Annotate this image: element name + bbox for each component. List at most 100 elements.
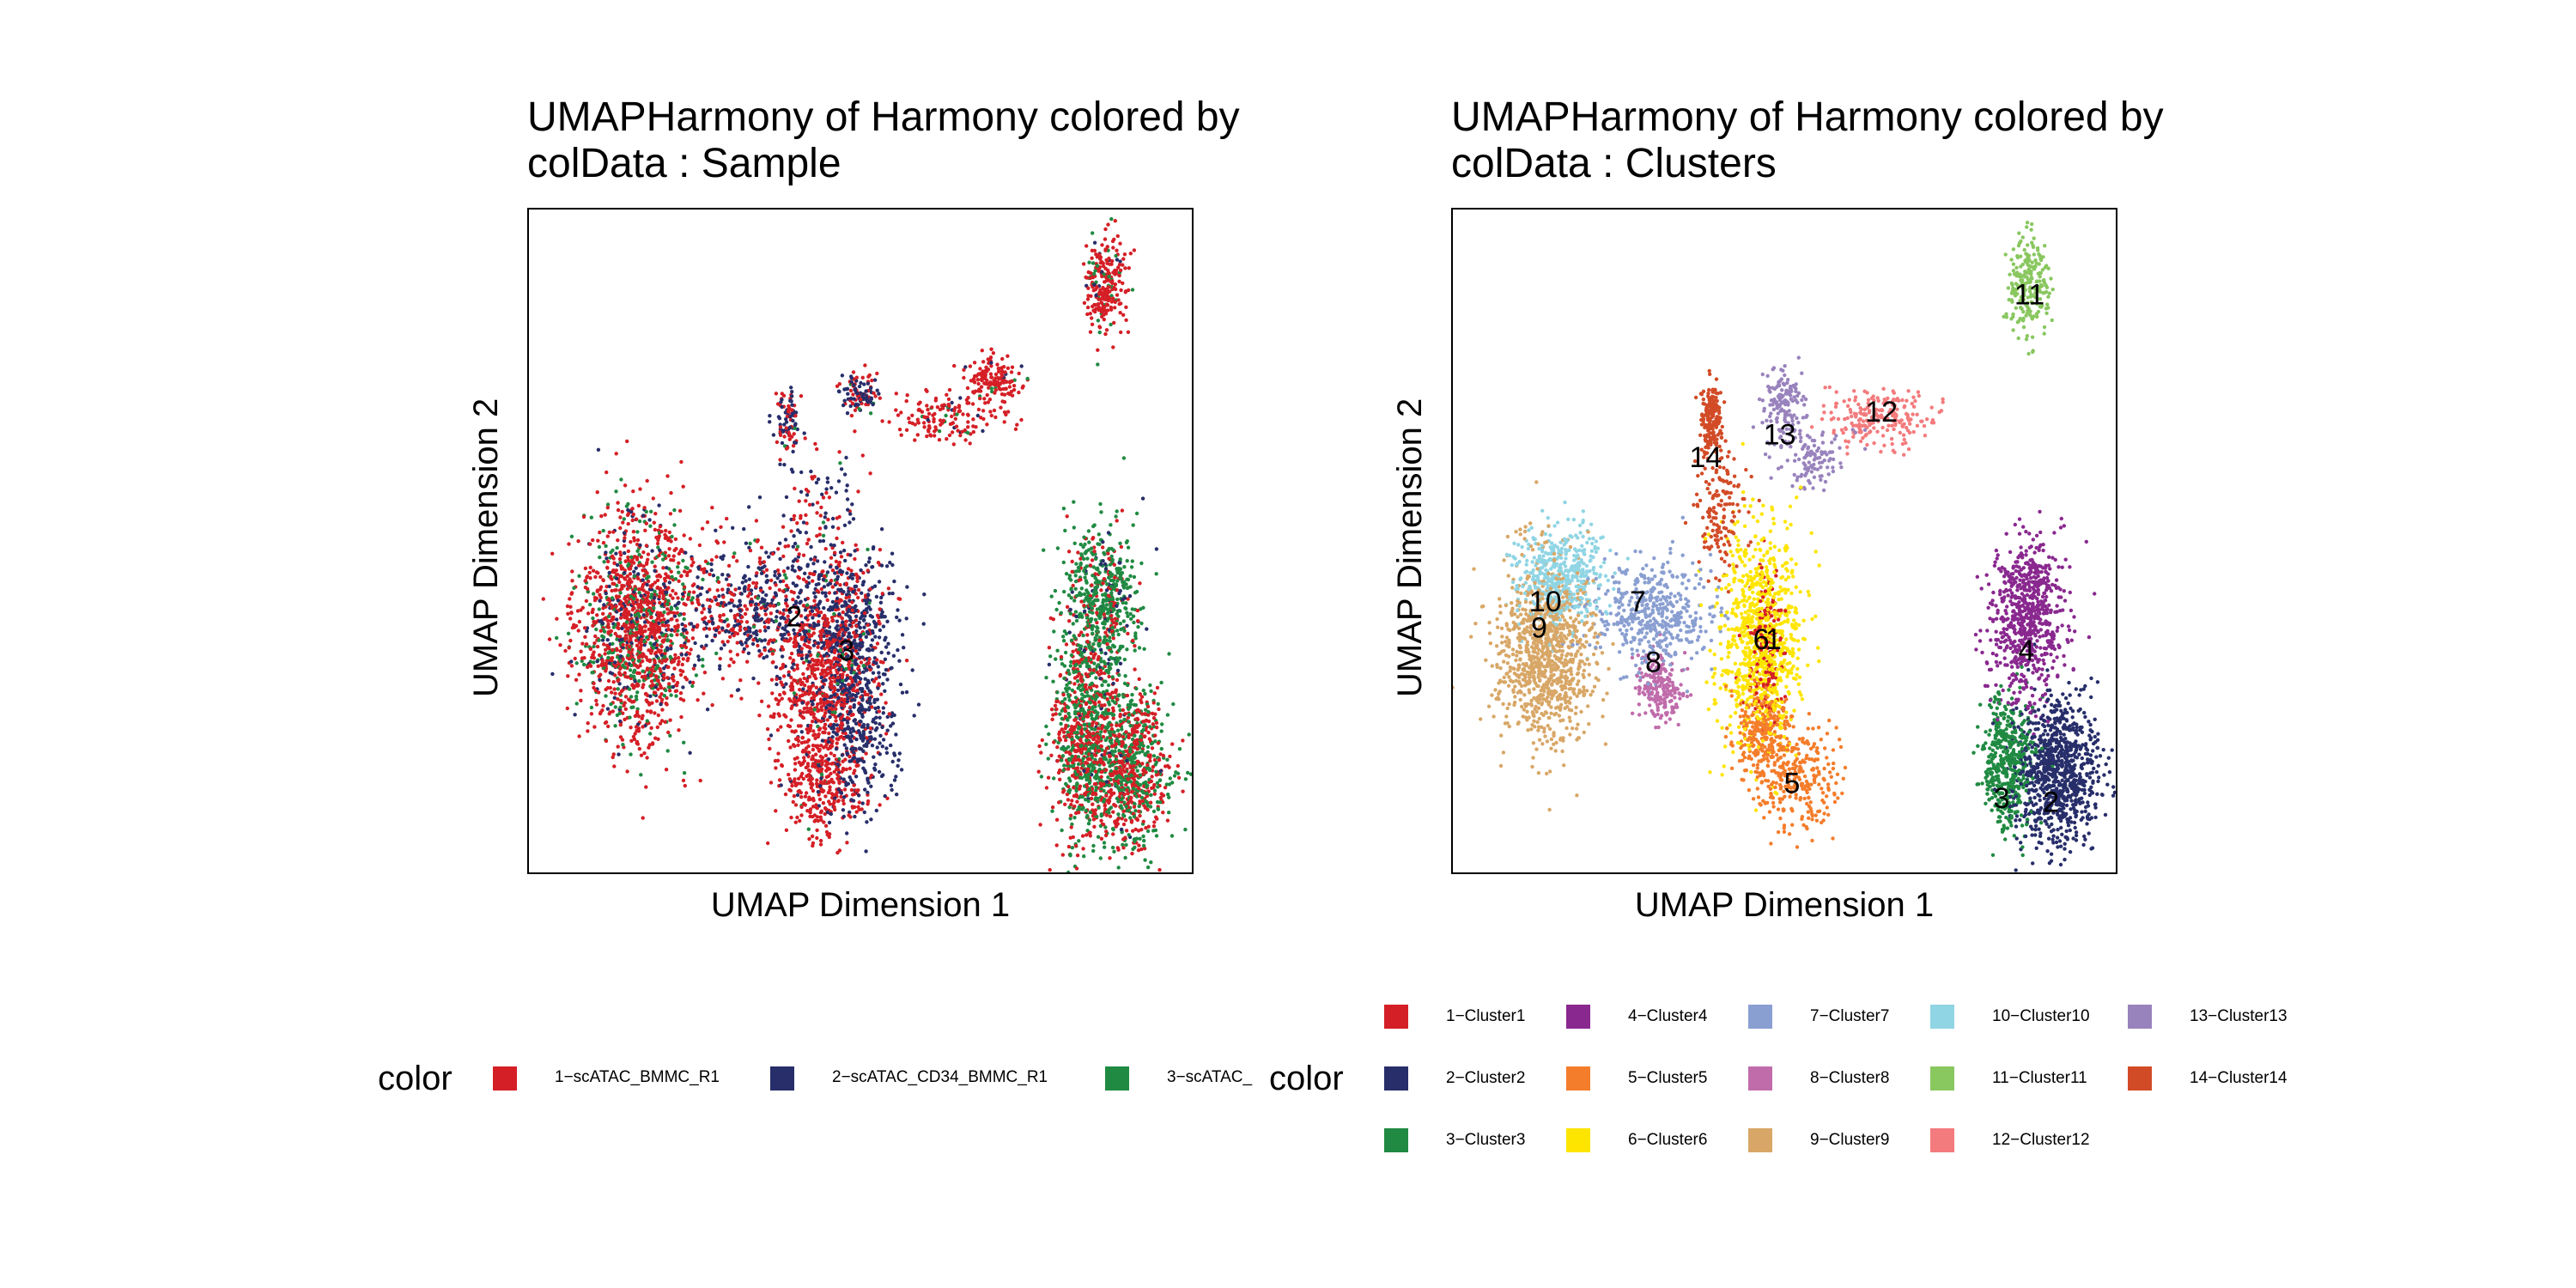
scatter-point (1098, 668, 1103, 673)
scatter-point (1077, 811, 1081, 815)
scatter-point (1094, 293, 1098, 298)
scatter-point (854, 543, 858, 547)
scatter-point (786, 566, 790, 570)
scatter-point (845, 831, 849, 835)
scatter-point (904, 690, 909, 695)
scatter-point (1062, 676, 1066, 681)
scatter-point (804, 791, 809, 795)
scatter-point (618, 719, 623, 724)
scatter-point (1079, 552, 1084, 556)
scatter-point (628, 668, 633, 672)
scatter-point (1134, 686, 1139, 691)
scatter-point (1075, 799, 1079, 804)
scatter-point (607, 712, 611, 716)
scatter-point (796, 595, 800, 599)
scatter-point (1151, 824, 1157, 829)
scatter-point (665, 623, 671, 628)
scatter-point (681, 669, 685, 674)
scatter-point (1133, 827, 1138, 832)
scatter-point (618, 616, 623, 620)
scatter-point (925, 389, 929, 393)
scatter-point (784, 495, 789, 500)
scatter-point (941, 418, 946, 422)
scatter-point (815, 835, 819, 841)
scatter-point (1069, 596, 1073, 600)
scatter-point (778, 693, 782, 697)
scatter-point (848, 810, 852, 815)
scatter-point (637, 746, 641, 751)
scatter-point (866, 799, 871, 804)
scatter-point (1055, 648, 1060, 653)
scatter-point (1135, 769, 1139, 773)
scatter-point (1165, 757, 1170, 762)
scatter-point (620, 509, 624, 514)
scatter-point (791, 444, 796, 448)
scatter-point (692, 663, 697, 668)
scatter-point (1069, 638, 1074, 642)
scatter-point (863, 677, 867, 681)
scatter-point (1074, 562, 1078, 566)
scatter-point (1159, 792, 1163, 796)
scatter-point (776, 751, 781, 756)
scatter-point (586, 721, 590, 726)
scatter-point (658, 525, 662, 529)
scatter-point (596, 538, 600, 543)
scatter-point (1122, 814, 1127, 818)
scatter-point (770, 691, 775, 696)
scatter-point (683, 565, 688, 569)
scatter-point (804, 499, 808, 503)
scatter-point (1070, 846, 1074, 850)
scatter-point (971, 417, 975, 422)
scatter-point (658, 683, 663, 688)
scatter-point (1121, 600, 1125, 605)
scatter-point (821, 538, 826, 544)
scatter-point (848, 616, 853, 620)
scatter-point (650, 560, 654, 564)
scatter-point (1053, 588, 1058, 593)
scatter-point (902, 646, 906, 650)
scatter-point (1091, 843, 1096, 848)
scatter-point (1118, 622, 1122, 626)
scatter-point (868, 730, 872, 734)
scatter-point (1170, 742, 1175, 746)
scatter-point (570, 579, 574, 583)
scatter-point (1118, 541, 1122, 545)
scatter-point (853, 814, 857, 819)
scatter-point (915, 433, 920, 437)
scatter-point (657, 503, 661, 507)
scatter-point (608, 685, 612, 690)
scatter-point (1111, 810, 1115, 814)
scatter-point (844, 489, 848, 493)
scatter-point (696, 585, 700, 589)
scatter-point (850, 600, 854, 605)
scatter-point (1124, 601, 1128, 605)
scatter-point (856, 489, 860, 494)
scatter-point (658, 635, 662, 640)
scatter-point (1064, 686, 1068, 691)
scatter-point (755, 632, 759, 637)
scatter-point (829, 762, 834, 766)
scatter-point (870, 638, 875, 642)
scatter-point (1118, 792, 1122, 796)
scatter-point (1126, 683, 1130, 688)
scatter-point (926, 407, 930, 412)
scatter-point (1017, 390, 1021, 395)
scatter-point (857, 800, 861, 805)
scatter-point (705, 598, 710, 602)
scatter-point (1156, 806, 1160, 811)
scatter-point (811, 754, 815, 758)
scatter-point (593, 634, 598, 639)
scatter-point (1091, 611, 1095, 615)
scatter-point (1129, 790, 1134, 794)
scatter-point (1066, 711, 1071, 716)
scatter-point (1172, 774, 1177, 778)
scatter-point (1068, 817, 1072, 821)
scatter-point (1082, 648, 1086, 653)
scatter-point (826, 790, 831, 795)
scatter-point (1111, 716, 1115, 720)
left-scatter-svg: 23 (541, 216, 1192, 872)
scatter-point (1151, 711, 1155, 716)
scatter-point (816, 603, 820, 607)
scatter-point (674, 689, 679, 693)
scatter-point (637, 519, 642, 524)
